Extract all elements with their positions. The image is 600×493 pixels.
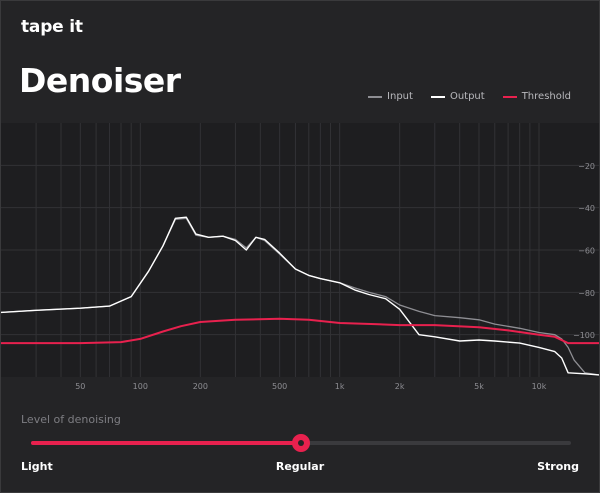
denoise-level-label: Level of denoising bbox=[21, 413, 121, 426]
y-tick-label: −100 bbox=[573, 331, 595, 340]
spectrum-chart: −20 −40 −60 −80 −100 50 100 200 500 1k 2k 5k 10k bbox=[1, 123, 600, 391]
y-tick-label: −60 bbox=[578, 247, 595, 256]
spectrum-chart-svg: −20 −40 −60 −80 −100 50 100 200 500 1k 2k 5k 10k bbox=[1, 123, 599, 391]
brand-logo: tape it bbox=[21, 17, 83, 37]
legend-label-input: Input bbox=[387, 91, 413, 102]
x-tick-label: 500 bbox=[272, 382, 287, 391]
chart-legend: Input Output Threshold bbox=[368, 91, 571, 102]
legend-label-threshold: Threshold bbox=[521, 91, 571, 102]
denoise-slider[interactable] bbox=[31, 433, 571, 453]
x-tick-label: 200 bbox=[193, 382, 208, 391]
x-tick-label: 10k bbox=[532, 382, 547, 391]
series-line-output bbox=[1, 216, 599, 376]
slider-fill bbox=[31, 441, 301, 445]
x-tick-label: 100 bbox=[133, 382, 148, 391]
x-tick-label: 1k bbox=[335, 382, 345, 391]
legend-label-output: Output bbox=[449, 91, 485, 102]
slider-thumb[interactable] bbox=[292, 434, 310, 452]
legend-item-threshold: Threshold bbox=[502, 91, 571, 102]
x-tick-label: 5k bbox=[474, 382, 484, 391]
page-title: Denoiser bbox=[19, 61, 181, 100]
legend-item-input: Input bbox=[368, 91, 413, 102]
legend-item-output: Output bbox=[430, 91, 485, 102]
legend-swatch-output bbox=[430, 95, 445, 98]
series-line-threshold bbox=[1, 317, 599, 345]
y-tick-label: −80 bbox=[578, 289, 595, 298]
legend-swatch-threshold bbox=[502, 95, 517, 98]
stop-strong[interactable]: Strong bbox=[537, 460, 579, 473]
y-tick-label: −20 bbox=[578, 162, 595, 171]
legend-swatch-input bbox=[368, 95, 383, 98]
y-tick-label: −40 bbox=[578, 204, 595, 213]
stop-light[interactable]: Light bbox=[21, 460, 53, 473]
stop-regular[interactable]: Regular bbox=[275, 460, 325, 473]
x-tick-label: 50 bbox=[75, 382, 85, 391]
x-tick-label: 2k bbox=[395, 382, 405, 391]
x-axis-band bbox=[1, 377, 599, 391]
